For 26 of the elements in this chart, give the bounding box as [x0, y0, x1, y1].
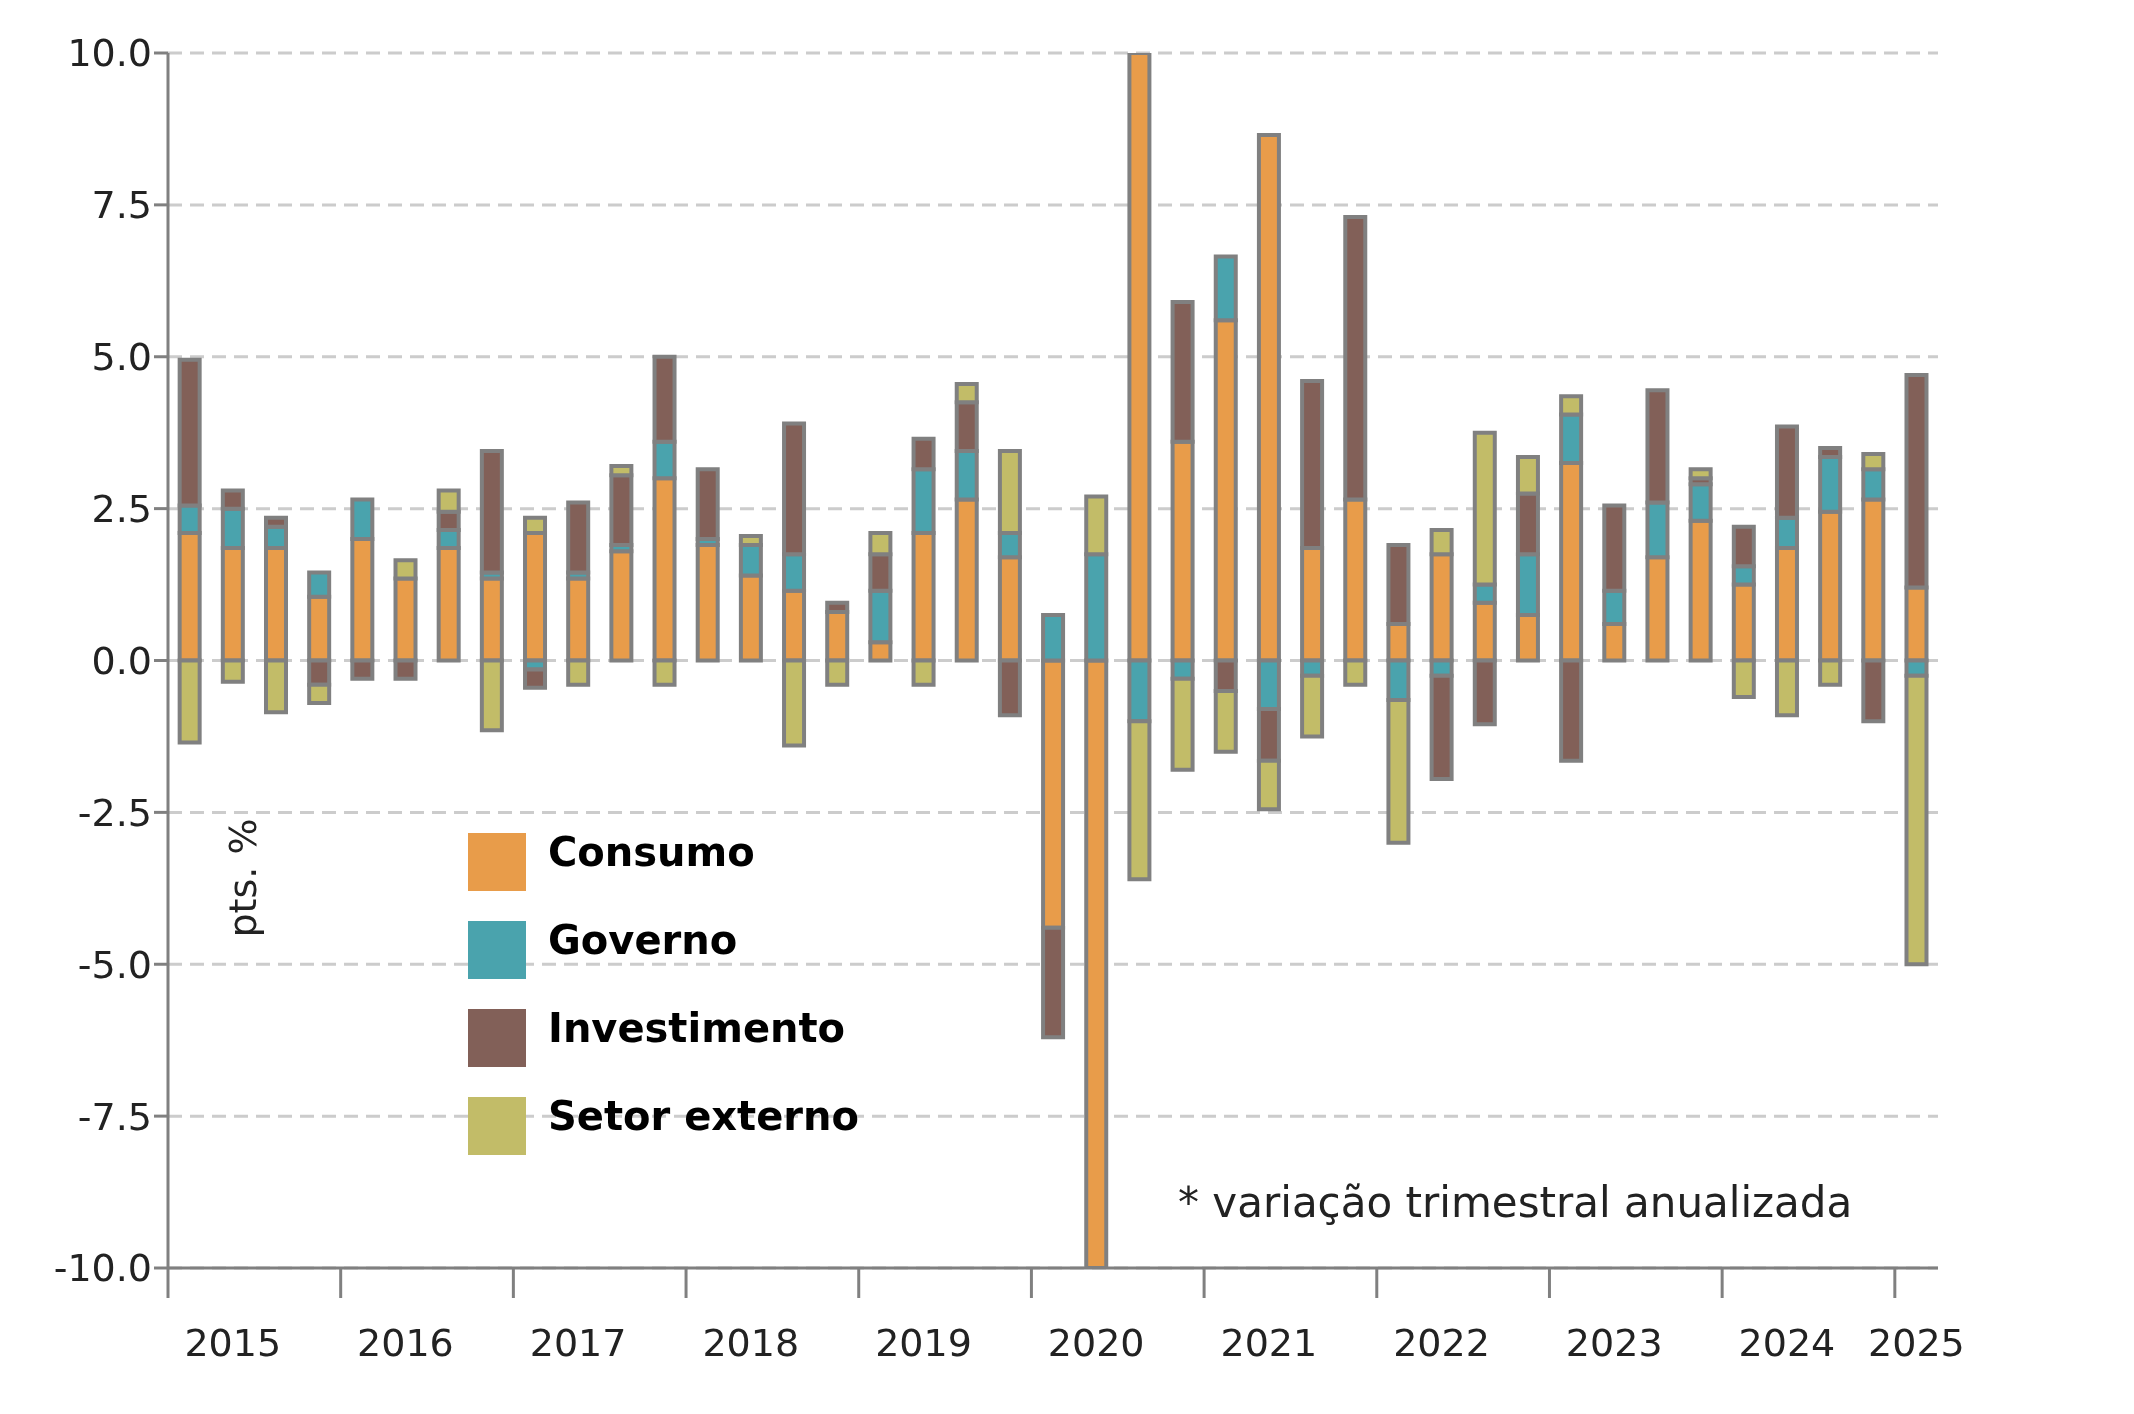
y-tick-label: 7.5: [91, 183, 152, 228]
y-axis-title: pts. %: [221, 818, 265, 938]
legend-label: Setor externo: [548, 1093, 860, 1139]
annotation: * variação trimestral anualizada: [1178, 1178, 1853, 1227]
x-tick-label: 2024: [1738, 1321, 1836, 1365]
x-tick-label: 2022: [1393, 1321, 1490, 1365]
y-tick-label: -2.5: [77, 790, 152, 835]
y-tick-label: 2.5: [91, 487, 152, 532]
x-tick-label: 2017: [529, 1321, 627, 1365]
y-tick-label: -10.0: [53, 1246, 152, 1291]
x-tick-label: 2025: [1868, 1321, 1965, 1365]
y-tick-label: 10.0: [67, 31, 152, 76]
x-tick-label: 2019: [875, 1321, 972, 1365]
x-tick-label: 2021: [1220, 1321, 1318, 1365]
x-tick-label: 2016: [357, 1321, 454, 1365]
x-tick-label: 2018: [702, 1321, 800, 1365]
y-tick-label: 5.0: [91, 335, 152, 380]
legend-label: Consumo: [548, 829, 755, 875]
x-tick-label: 2020: [1047, 1321, 1145, 1365]
legend-label: Governo: [548, 917, 738, 963]
y-tick-label: 0.0: [91, 638, 152, 683]
y-tick-label: -5.0: [77, 942, 152, 987]
x-tick-label: 2023: [1565, 1321, 1663, 1365]
x-tick-label: 2015: [184, 1321, 282, 1365]
y-tick-label: -7.5: [77, 1094, 152, 1139]
legend-label: Investimento: [548, 1005, 846, 1051]
